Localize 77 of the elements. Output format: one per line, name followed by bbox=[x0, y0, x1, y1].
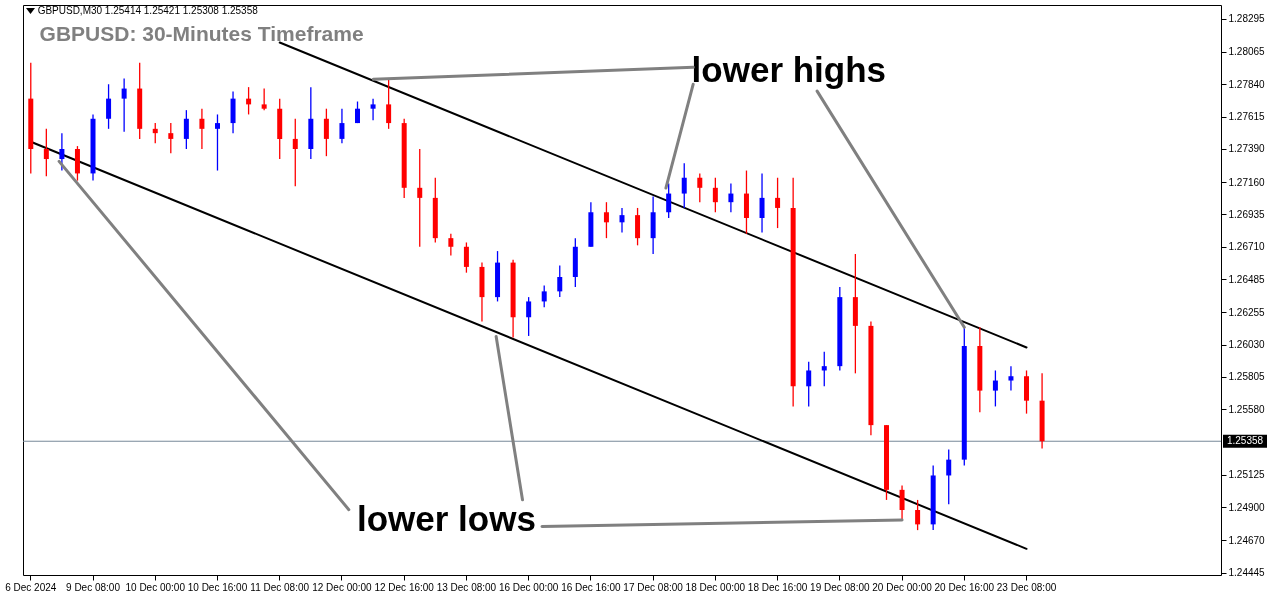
x-tick-label: 11 Dec 08:00 bbox=[250, 581, 310, 593]
candlestick bbox=[681, 162, 687, 209]
candlestick bbox=[619, 207, 625, 234]
candlestick bbox=[557, 264, 563, 298]
candlestick bbox=[386, 77, 392, 130]
candlestick bbox=[821, 351, 827, 387]
y-tick-label: 1.28065 bbox=[1228, 46, 1266, 58]
candlestick bbox=[43, 128, 49, 177]
x-tick-label: 9 Dec 08:00 bbox=[66, 581, 121, 593]
y-tick-label: 1.26255 bbox=[1228, 306, 1266, 318]
candlestick bbox=[915, 499, 921, 531]
candlestick bbox=[323, 108, 329, 157]
candlestick bbox=[121, 77, 127, 133]
x-tick-label: 17 Dec 08:00 bbox=[623, 581, 684, 593]
candlestick bbox=[417, 148, 423, 248]
candlestick bbox=[1008, 365, 1014, 392]
x-tick-label: 16 Dec 00:00 bbox=[498, 581, 559, 593]
y-tick-label: 1.26030 bbox=[1228, 339, 1266, 351]
candlestick bbox=[759, 172, 765, 234]
x-tick-label: 16 Dec 16:00 bbox=[561, 581, 622, 593]
y-tick-label: 1.24445 bbox=[1228, 567, 1266, 579]
candlestick bbox=[666, 182, 672, 219]
candlestick bbox=[199, 108, 205, 150]
x-tick-label: 18 Dec 16:00 bbox=[747, 581, 808, 593]
y-tick-label: 1.26710 bbox=[1228, 241, 1266, 253]
candlestick bbox=[168, 122, 174, 154]
y-tick-label: 1.27840 bbox=[1228, 78, 1266, 90]
annotation: lower highs bbox=[691, 50, 887, 90]
candlestick bbox=[214, 113, 220, 172]
x-tick-label: 12 Dec 16:00 bbox=[374, 581, 435, 593]
y-tick-label: 1.25580 bbox=[1228, 403, 1266, 415]
y-tick-label: 1.25125 bbox=[1228, 469, 1266, 481]
candlestick bbox=[106, 83, 112, 130]
x-tick-label: 13 Dec 08:00 bbox=[436, 581, 497, 593]
x-tick-label: 6 Dec 2024 bbox=[5, 581, 57, 593]
x-tick-label: 18 Dec 00:00 bbox=[685, 581, 746, 593]
candlestick bbox=[541, 284, 547, 308]
y-tick-label: 1.27390 bbox=[1228, 143, 1266, 155]
y-tick-label: 1.28295 bbox=[1228, 13, 1266, 25]
text: GBPUSD: 30-Minutes Timeframe bbox=[39, 21, 364, 45]
y-tick-label: 1.26935 bbox=[1228, 208, 1266, 220]
candlestick bbox=[603, 201, 609, 239]
candlestick bbox=[899, 484, 905, 521]
candlestick bbox=[448, 233, 454, 257]
candlestick bbox=[339, 108, 345, 144]
y-tick-label: 1.27615 bbox=[1228, 111, 1266, 123]
candlestick bbox=[261, 87, 267, 111]
candlestick bbox=[992, 369, 998, 408]
x-tick-label: 23 Dec 08:00 bbox=[996, 581, 1057, 593]
candlestick bbox=[370, 97, 376, 121]
x-tick-label: 20 Dec 16:00 bbox=[934, 581, 995, 593]
candlestick bbox=[728, 182, 734, 213]
x-tick-label: 10 Dec 00:00 bbox=[125, 581, 186, 593]
annotation: GBPUSD,M30 1.25414 1.25421 1.25308 1.25358 bbox=[37, 4, 259, 16]
candlestick bbox=[463, 241, 469, 274]
x-tick-label: 10 Dec 16:00 bbox=[187, 581, 248, 593]
y-tick-label: 1.24670 bbox=[1228, 534, 1266, 546]
candlestick bbox=[635, 207, 641, 246]
annotation: lower lows bbox=[356, 498, 536, 538]
candlestick bbox=[59, 132, 65, 172]
candlestick bbox=[775, 177, 781, 229]
x-tick-label: 20 Dec 00:00 bbox=[872, 581, 933, 593]
candlestick bbox=[152, 122, 158, 144]
y-tick-label: 1.26485 bbox=[1228, 273, 1266, 285]
candlestick bbox=[712, 177, 718, 213]
ref-line-label: 1.25358 bbox=[1226, 435, 1264, 447]
x-tick-label: 19 Dec 08:00 bbox=[810, 581, 870, 593]
y-tick-label: 1.27160 bbox=[1228, 176, 1266, 188]
candlestick bbox=[806, 361, 812, 408]
candlestick bbox=[292, 118, 298, 188]
x-tick-label: 12 Dec 00:00 bbox=[312, 581, 373, 593]
y-tick-label: 1.24900 bbox=[1228, 501, 1266, 513]
candlestick bbox=[946, 448, 952, 505]
y-tick-label: 1.25805 bbox=[1228, 371, 1266, 383]
candlestick bbox=[526, 296, 532, 337]
candlestick bbox=[183, 109, 189, 150]
candlestick bbox=[697, 172, 703, 203]
